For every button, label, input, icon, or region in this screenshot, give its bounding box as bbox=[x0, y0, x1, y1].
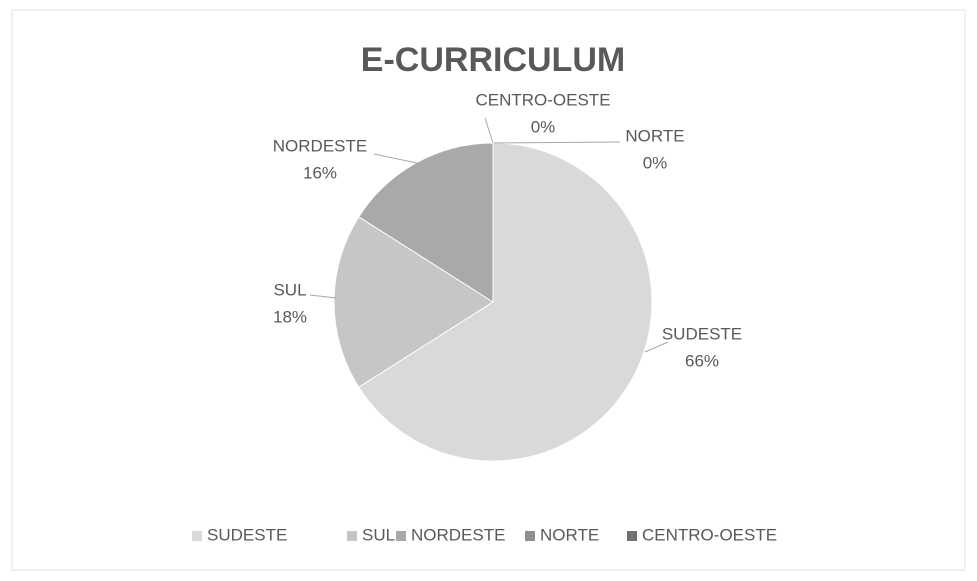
legend-swatch bbox=[396, 531, 406, 541]
leader-line bbox=[373, 153, 418, 164]
data-label-name: CENTRO-OESTE bbox=[475, 90, 610, 109]
data-label-value: 0% bbox=[531, 117, 556, 136]
pie-slice bbox=[358, 142, 653, 462]
data-label-name: NORTE bbox=[625, 126, 684, 145]
legend-label: SUL bbox=[362, 525, 395, 544]
data-label-name: NORDESTE bbox=[273, 136, 367, 155]
leader-line bbox=[493, 141, 621, 144]
legend-swatch bbox=[627, 531, 637, 541]
legend-swatch bbox=[525, 531, 535, 541]
pie-slice bbox=[333, 216, 494, 388]
chart-title: E-CURRICULUM bbox=[361, 41, 625, 79]
data-label-name: SUDESTE bbox=[662, 324, 742, 343]
legend-label: SUDESTE bbox=[207, 525, 287, 544]
data-label-value: 18% bbox=[273, 307, 307, 326]
data-label-value: 66% bbox=[685, 351, 719, 370]
leader-line bbox=[644, 341, 669, 353]
data-label-name: SUL bbox=[273, 280, 306, 299]
leader-line bbox=[309, 294, 337, 299]
legend-label: NORTE bbox=[540, 525, 599, 544]
legend-swatch bbox=[347, 531, 357, 541]
legend-label: NORDESTE bbox=[411, 525, 505, 544]
legend-swatch bbox=[192, 531, 202, 541]
legend-label: CENTRO-OESTE bbox=[642, 525, 777, 544]
data-label-value: 0% bbox=[643, 153, 668, 172]
data-label-value: 16% bbox=[303, 163, 337, 182]
leader-line bbox=[484, 117, 494, 144]
